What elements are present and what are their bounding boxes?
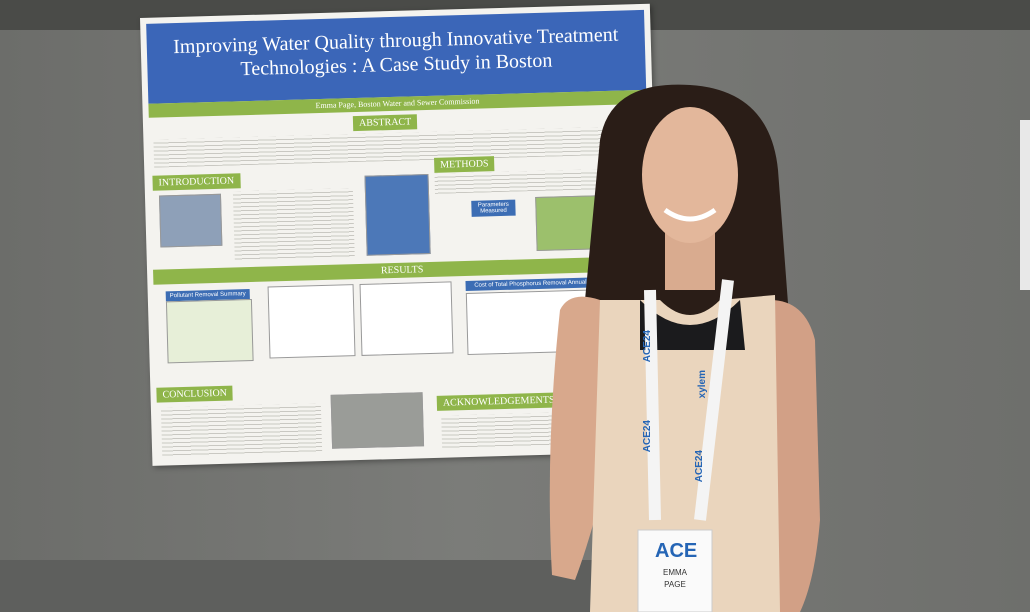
face	[642, 107, 738, 243]
badge-last-name: PAGE	[664, 580, 686, 589]
lanyard-strap	[644, 279, 734, 521]
lanyard-text: ACE24	[642, 420, 653, 453]
lanyard-text: ACE24	[642, 330, 653, 363]
arm	[770, 300, 820, 612]
smile	[663, 207, 717, 222]
badge-first-name: EMMA	[663, 568, 687, 577]
badge-logo: ACE	[655, 540, 698, 562]
side-sign	[1020, 120, 1030, 290]
arm	[549, 296, 605, 580]
badge	[637, 529, 713, 612]
lanyard-text: xylem	[697, 370, 708, 399]
floor-shadow	[0, 560, 600, 612]
lanyard-text: ACE24	[694, 450, 705, 483]
